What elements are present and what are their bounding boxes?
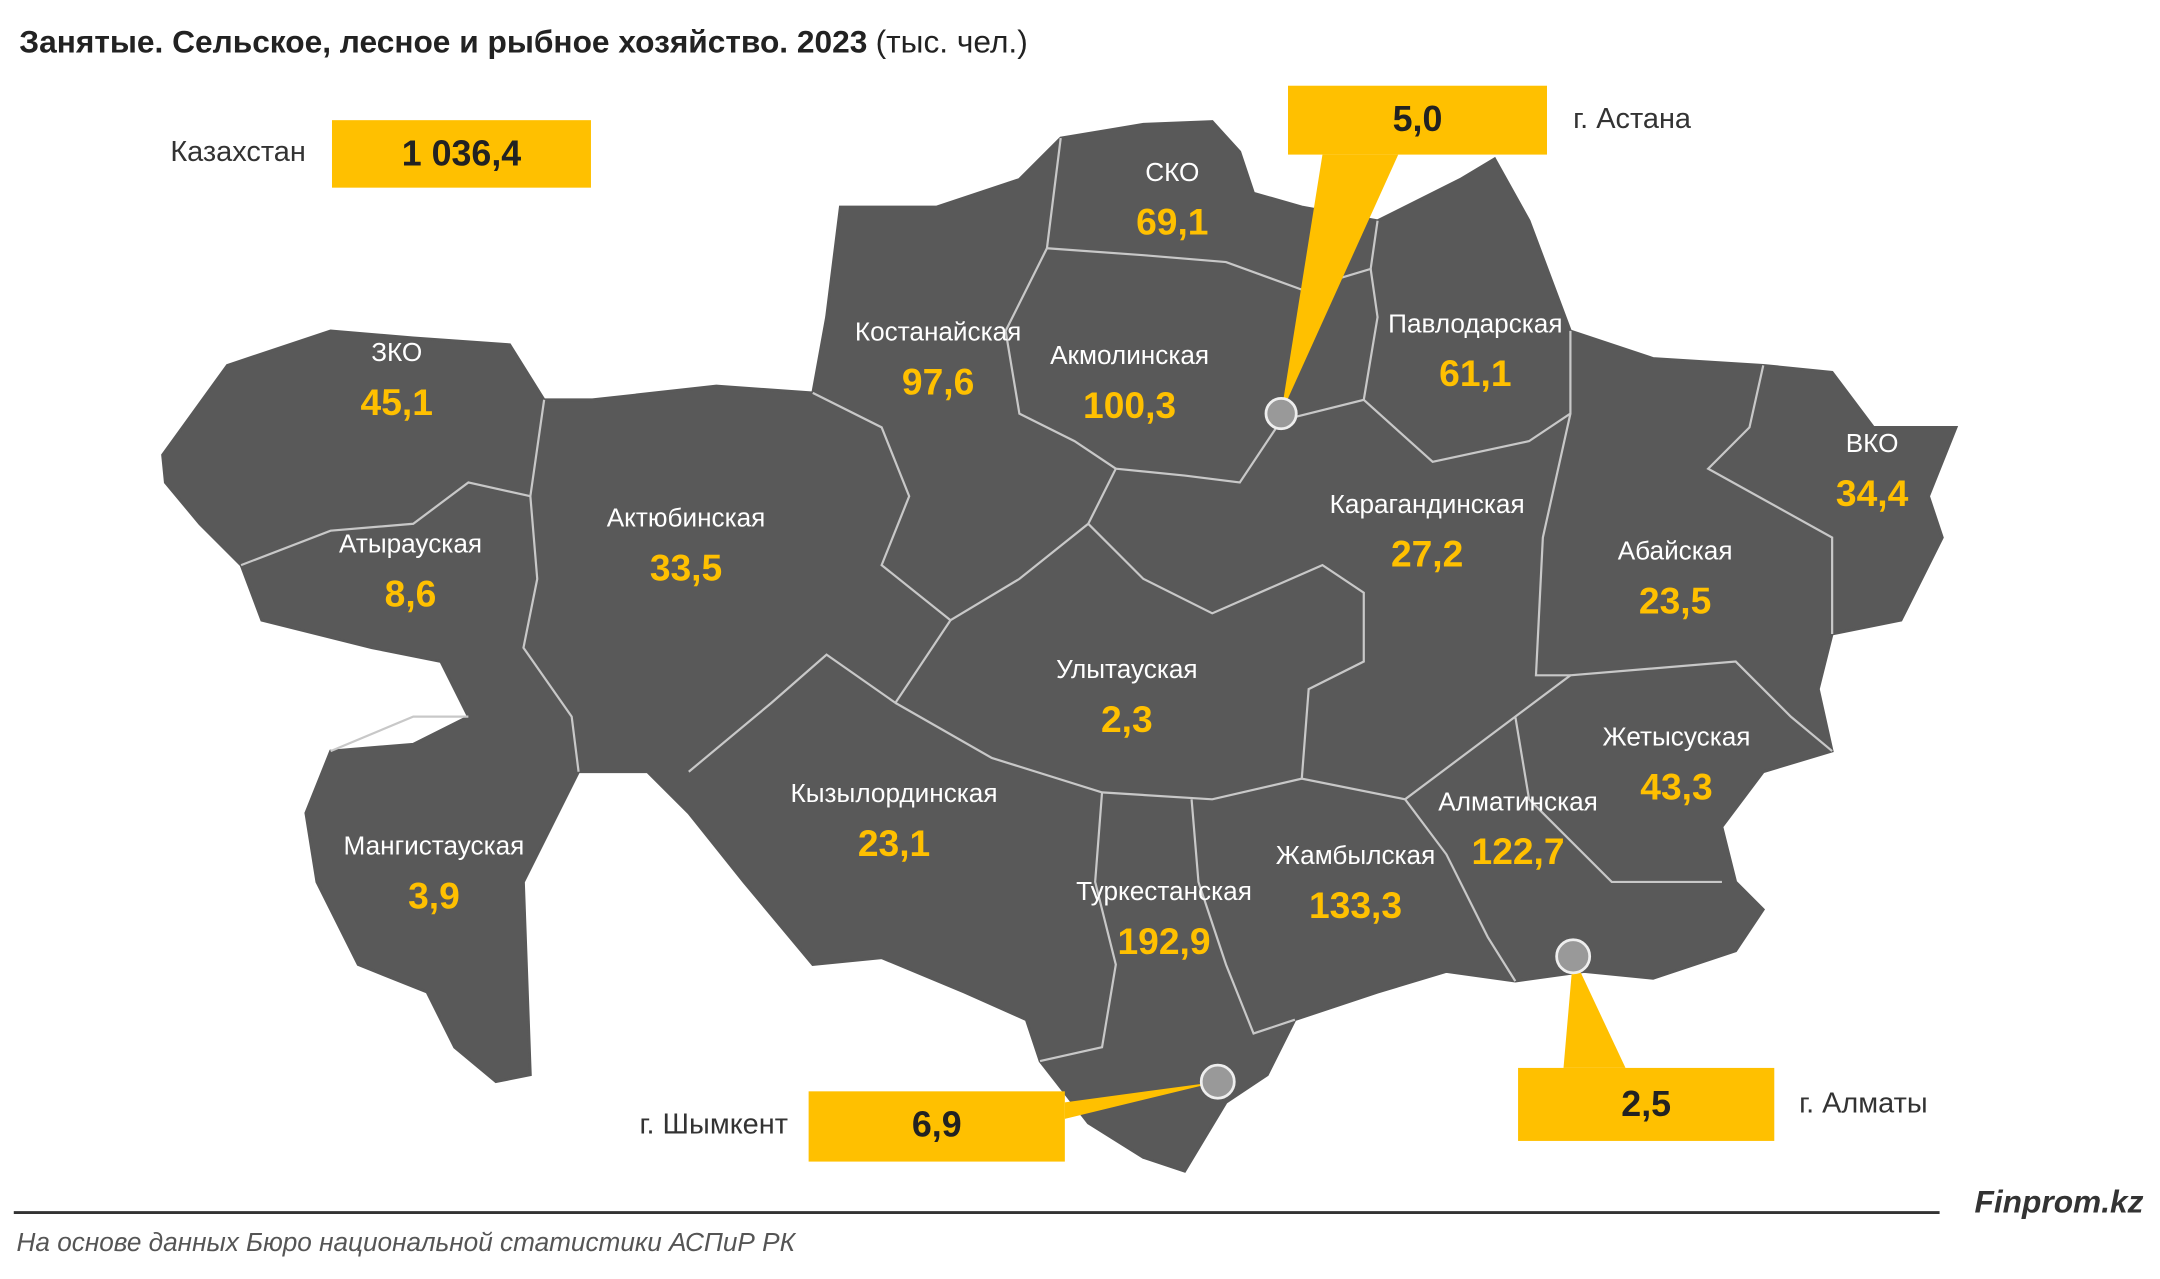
region-name: ЗКО bbox=[371, 337, 422, 367]
region-labels: СКО 69,1 Костанайская 97,6 Акмолинская 100,3 П… bbox=[339, 157, 1909, 962]
border bbox=[1706, 365, 1834, 634]
title: Занятые. Сельское, лесное и рыбное хозяй… bbox=[19, 24, 1027, 60]
region-value: 27,2 bbox=[1391, 533, 1463, 575]
region-name: Костанайская bbox=[855, 317, 1022, 347]
city-box bbox=[1288, 85, 1547, 155]
region-value: 69,1 bbox=[1136, 201, 1208, 243]
city-name: г. Астана bbox=[1573, 103, 1692, 135]
region-value: 23,5 bbox=[1639, 580, 1711, 622]
border bbox=[949, 137, 1118, 622]
border bbox=[1404, 798, 1517, 982]
source: На основе данных Бюро национальной стати… bbox=[17, 1227, 797, 1257]
city-value: 2,5 bbox=[1621, 1084, 1671, 1124]
callout-pointer bbox=[1064, 1081, 1218, 1119]
region-value: 133,3 bbox=[1309, 884, 1402, 926]
total-label: Казахстан bbox=[170, 136, 305, 168]
region-name: Актюбинская bbox=[607, 503, 766, 533]
region-value: 100,3 bbox=[1083, 384, 1176, 426]
country-shape bbox=[161, 120, 1959, 1173]
city-box bbox=[808, 1091, 1065, 1162]
region-value: 2,3 bbox=[1101, 698, 1153, 740]
region-name: СКО bbox=[1145, 157, 1199, 187]
total-value: 1 036,4 bbox=[402, 133, 522, 173]
region-value: 43,3 bbox=[1640, 765, 1712, 807]
border bbox=[1363, 330, 1572, 463]
region-name: Мангистауская bbox=[344, 830, 525, 860]
region-name: Абайская bbox=[1618, 536, 1733, 566]
city-box bbox=[1518, 1067, 1775, 1141]
region-name: Акмолинская bbox=[1050, 340, 1209, 370]
border bbox=[1534, 413, 1572, 677]
border bbox=[240, 481, 531, 567]
brand: Finprom.kz bbox=[1975, 1184, 2144, 1220]
region-value: 33,5 bbox=[650, 546, 722, 588]
total-callout: Казахстан 1 036,4 bbox=[170, 120, 591, 188]
border bbox=[1087, 523, 1365, 779]
region-value: 97,6 bbox=[902, 360, 974, 402]
city-marker bbox=[1264, 397, 1298, 431]
region-value: 23,1 bbox=[858, 822, 930, 864]
border bbox=[330, 715, 469, 753]
region-value: 122,7 bbox=[1472, 830, 1565, 872]
city-name: г. Шымкент bbox=[639, 1108, 787, 1140]
title-main: Занятые. Сельское, лесное и рыбное хозяй… bbox=[19, 24, 867, 60]
region-value: 3,9 bbox=[408, 874, 460, 916]
region-name: Атырауская bbox=[339, 529, 482, 559]
city-value: 6,9 bbox=[912, 1105, 962, 1145]
region-name: Кызылординская bbox=[791, 778, 998, 808]
border bbox=[1514, 716, 1722, 884]
border bbox=[522, 399, 580, 772]
region-value: 192,9 bbox=[1117, 920, 1210, 962]
region-value: 45,1 bbox=[361, 381, 433, 423]
region-name: Алматинская bbox=[1438, 786, 1598, 816]
callout-pointer bbox=[1563, 956, 1626, 1068]
city-marker bbox=[1199, 1063, 1236, 1100]
region-name: Жетысуская bbox=[1602, 722, 1750, 752]
region-name: Жамбылская bbox=[1276, 840, 1436, 870]
region-name: ВКО bbox=[1846, 428, 1899, 458]
title-unit: (тыс. чел.) bbox=[876, 24, 1028, 60]
region-value: 61,1 bbox=[1439, 352, 1511, 394]
total-box bbox=[331, 120, 591, 188]
border bbox=[1190, 799, 1296, 1035]
border bbox=[1046, 220, 1379, 291]
region-borders bbox=[240, 137, 1834, 1063]
region-name: Павлодарская bbox=[1388, 308, 1562, 338]
border bbox=[1039, 792, 1117, 1063]
city-name: г. Алматы bbox=[1799, 1088, 1928, 1120]
region-value: 8,6 bbox=[385, 573, 437, 615]
city-marker bbox=[1555, 938, 1592, 975]
region-name: Туркестанская bbox=[1076, 876, 1252, 906]
region-value: 34,4 bbox=[1836, 472, 1909, 514]
region-name: Улытауская bbox=[1056, 654, 1197, 684]
city-value: 5,0 bbox=[1393, 99, 1443, 139]
region-name: Карагандинская bbox=[1330, 489, 1525, 519]
